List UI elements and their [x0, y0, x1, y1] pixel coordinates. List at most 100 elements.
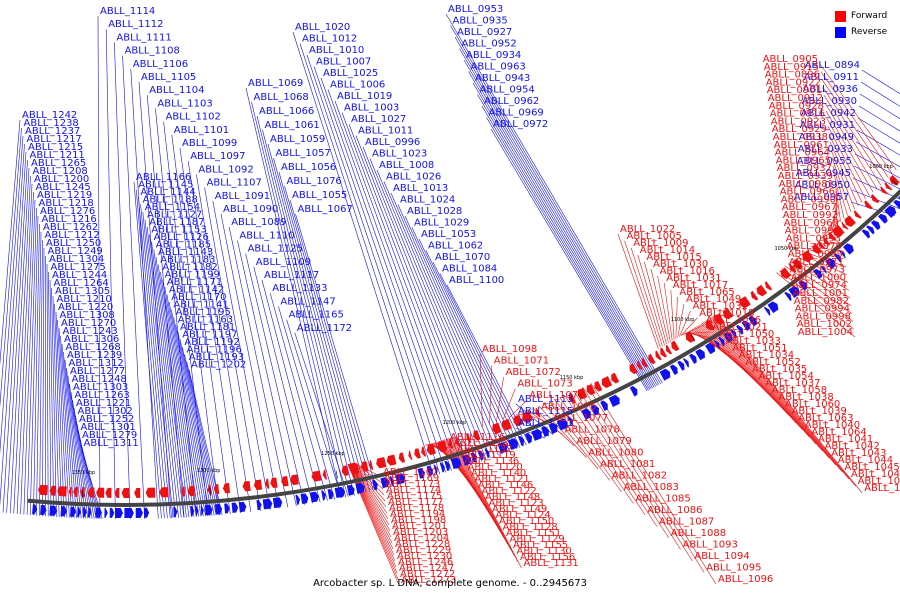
gene-label: ABLL_1063	[798, 413, 853, 424]
reverse-gene-arrow	[214, 504, 223, 515]
leader-line	[350, 463, 391, 532]
gene-label: ABLL_0957	[794, 192, 849, 203]
gene-label: ABLL_1105	[141, 72, 196, 83]
gene-label: ABLL_1011	[358, 126, 413, 137]
reverse-gene-arrow	[484, 448, 490, 459]
gene-label: ABLL_1243	[63, 326, 118, 337]
reverse-gene-arrow	[49, 505, 58, 516]
forward-gene-arrow	[792, 258, 803, 270]
reverse-gene-arrow	[677, 360, 685, 371]
gene-label: ABLL_1163	[178, 315, 233, 326]
forward-gene-arrow	[889, 175, 900, 186]
reverse-gene-arrow	[813, 268, 823, 279]
forward-gene-arrow	[437, 440, 448, 452]
gene-label: ABLL_1146	[478, 480, 533, 491]
forward-gene-arrow	[242, 480, 251, 492]
scale-tick-label: 1250 kbp	[321, 451, 345, 457]
gene-label: ABLL_1107	[207, 178, 262, 189]
gene-label: ABLL_1305	[55, 286, 110, 297]
gene-label: ABLL_1025	[323, 68, 378, 79]
gene-label: ABLL_0928	[769, 101, 824, 112]
forward-gene-arrow	[812, 243, 822, 255]
leader-line	[0, 143, 25, 507]
reverse-gene-arrow	[95, 507, 103, 518]
forward-gene-arrow	[368, 460, 374, 471]
gene-label: ABLL_1172	[297, 323, 352, 334]
leader-line	[477, 94, 652, 390]
reverse-gene-arrow	[590, 404, 599, 416]
gene-label: ABLL_1155	[513, 540, 568, 551]
gene-label: ABLL_1049	[686, 294, 741, 305]
gene-label: ABLL_1219	[37, 190, 92, 201]
leader-line	[449, 437, 512, 551]
gene-label: ABLL_1136	[464, 456, 519, 467]
leader-line	[861, 69, 900, 95]
reverse-gene-arrow	[32, 504, 38, 515]
reverse-gene-arrow	[600, 400, 608, 412]
leader-line	[171, 309, 206, 517]
gene-label: ABLL_1050	[719, 329, 774, 340]
gene-label: ABLL_1244	[52, 270, 107, 281]
forward-gene-arrow	[264, 478, 270, 489]
leader-line	[262, 129, 355, 496]
gene-label: ABLL_1085	[635, 494, 690, 505]
reverse-gene-arrow	[109, 507, 115, 518]
forward-gene-arrow	[823, 236, 831, 246]
forward-gene-arrow	[880, 186, 888, 195]
leader-line	[785, 265, 853, 314]
leader-line	[713, 315, 856, 487]
gene-label: ABLL_1142	[169, 285, 224, 296]
leader-line	[454, 36, 660, 385]
forward-gene-arrow	[832, 224, 845, 238]
forward-gene-arrow	[648, 353, 656, 365]
gene-label: ABLL_1203	[393, 527, 448, 538]
reverse-gene-arrow	[444, 460, 451, 471]
leader-line	[0, 119, 21, 366]
leader-line	[425, 250, 521, 448]
leader-line	[822, 87, 885, 182]
leader-line	[29, 215, 39, 516]
reverse-gene-arrow	[581, 408, 591, 420]
reverse-gene-arrow	[741, 320, 751, 331]
gene-label: ABLL_1000	[791, 272, 846, 283]
reverse-gene-arrow	[763, 306, 771, 316]
leader-line	[710, 317, 837, 466]
reverse-gene-arrow	[124, 507, 134, 518]
leader-line	[349, 463, 394, 550]
gene-label: ABLL_1051	[732, 343, 787, 354]
scale-tick	[577, 393, 582, 401]
gene-label: ABLL_0911	[804, 72, 859, 83]
leader-line	[486, 117, 649, 391]
gene-label: ABLL_0993	[786, 233, 841, 244]
forward-gene-arrow	[828, 231, 837, 241]
leader-line	[794, 258, 850, 291]
gene-label: ABLL_1075	[541, 402, 596, 413]
leader-line	[289, 199, 374, 492]
gene-label: ABLL_1031	[666, 273, 721, 284]
gene-label: ABLL_0966	[780, 187, 835, 198]
forward-gene-arrow	[586, 384, 596, 396]
forward-gene-arrow	[187, 485, 195, 497]
gene-label: ABLL_1057	[276, 148, 331, 159]
gene-label: ABLL_0981	[779, 179, 834, 190]
forward-gene-arrow	[145, 487, 156, 498]
gene-label: ABLL_0967	[782, 202, 837, 213]
gene-label: ABLL_0963	[471, 62, 526, 73]
leader-line	[175, 324, 211, 516]
gene-label: ABLL_1151	[506, 528, 561, 539]
reverse-gene-arrow	[439, 462, 445, 473]
leader-line	[432, 261, 524, 447]
leader-line	[832, 165, 848, 216]
gene-label: ABLL_1093	[683, 540, 738, 551]
leader-line	[33, 223, 40, 516]
gene-label: ABLL_1268	[66, 342, 121, 353]
reverse-gene-arrow	[115, 507, 123, 518]
leader-line	[827, 126, 866, 200]
reverse-gene-arrow	[833, 253, 842, 263]
gene-label: ABLL_1115	[518, 406, 573, 417]
gene-label: ABLL_1131	[524, 558, 579, 569]
gene-label: ABLL_1245	[36, 182, 91, 193]
leader-line	[644, 261, 667, 345]
leader-line	[0, 135, 24, 455]
gene-label: ABLL_1239	[67, 350, 122, 361]
